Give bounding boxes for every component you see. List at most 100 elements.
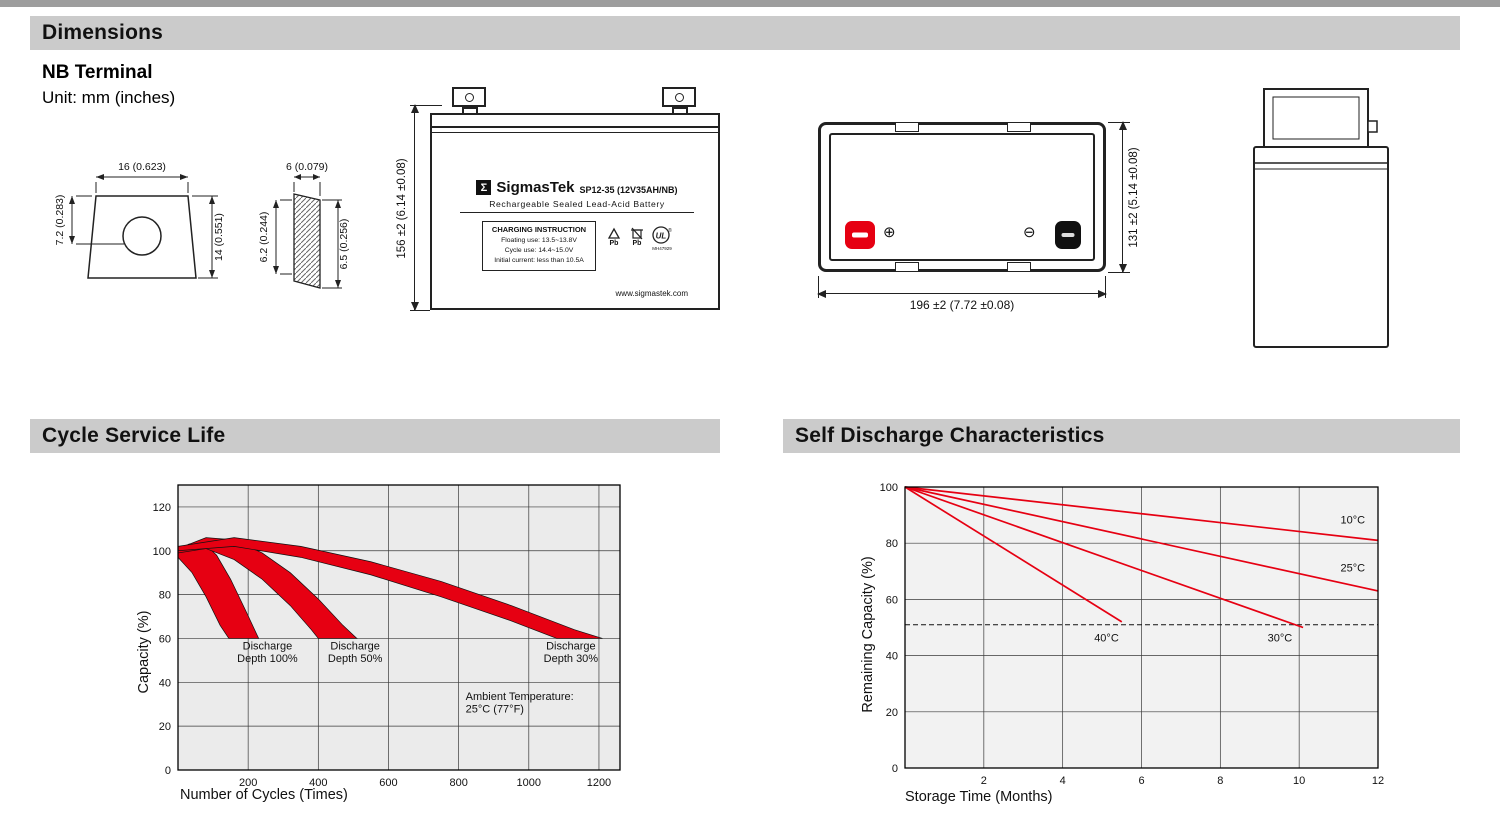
svg-text:10°C: 10°C: [1341, 515, 1366, 527]
svg-text:400: 400: [309, 777, 327, 789]
svg-text:200: 200: [239, 777, 257, 789]
svg-text:6: 6: [1138, 775, 1144, 787]
cycle-xaxis-label: Number of Cycles (Times): [180, 787, 348, 803]
extension-line: [1105, 276, 1106, 298]
extension-line: [410, 105, 442, 106]
case-notch: [1007, 262, 1031, 271]
case-notch: [1007, 123, 1031, 132]
svg-text:20: 20: [886, 707, 898, 719]
battery-lid-seam: [432, 126, 718, 133]
svg-text:100: 100: [153, 546, 171, 558]
extension-line: [1108, 122, 1130, 123]
svg-text:8: 8: [1217, 775, 1223, 787]
svg-text:600: 600: [379, 777, 397, 789]
charging-line-2: Cycle use: 14.4~15.0V: [504, 247, 574, 255]
battery-terminal-post: [452, 87, 488, 115]
cycle-life-title: Cycle Service Life: [42, 424, 226, 447]
dimensions-title: Dimensions: [42, 21, 164, 44]
terminal-slot: [1061, 233, 1075, 237]
negative-terminal: [1055, 221, 1081, 249]
terminal-side-right-dim: 6.5 (0.256): [338, 219, 350, 270]
cycle-yaxis-label: Capacity (%): [136, 610, 152, 694]
terminal-front-left-dim: 7.2 (0.283): [54, 195, 66, 246]
svg-text:12: 12: [1372, 775, 1384, 787]
svg-text:100: 100: [880, 482, 898, 494]
page-top-strip: [0, 0, 1500, 7]
svg-text:20: 20: [159, 721, 171, 733]
website-url: www.sigmastek.com: [615, 289, 688, 298]
charging-title: CHARGING INSTRUCTION: [491, 225, 587, 234]
extension-line: [410, 310, 430, 311]
battery-label: Σ SigmasTek SP12-35 (12V35AH/NB) Recharg…: [460, 179, 694, 271]
post-cap: [452, 87, 486, 107]
svg-text:800: 800: [449, 777, 467, 789]
charging-instruction-box: CHARGING INSTRUCTION Floating use: 13.5~…: [482, 221, 596, 271]
extension-line: [1108, 272, 1130, 273]
post-neck: [462, 107, 478, 115]
terminal-side-view: 6 (0.079) 6.2 (0.244) 6.5 (0.256): [258, 161, 350, 289]
pb-label-1: Pb: [609, 240, 619, 247]
section-header-cycle-life: Cycle Service Life: [30, 419, 720, 453]
cycle-service-life-chart: 200 400 600 800 1000 1200 0 20 40 60 80 100 120 Disch…: [153, 484, 621, 789]
terminal-side-width-dim: 6 (0.079): [286, 161, 328, 173]
top-view-outline: ⊕ ⊖: [818, 122, 1106, 272]
battery-side-view: [1253, 88, 1389, 348]
positive-terminal: [845, 221, 875, 249]
svg-text:60: 60: [886, 594, 898, 606]
svg-text:Ambient Temperature:25°C (77°F: Ambient Temperature: 25°C (77°F): [466, 691, 574, 716]
svg-text:80: 80: [159, 590, 171, 602]
post-cap: [662, 87, 696, 107]
terminal-side-shape: [293, 193, 321, 289]
charging-line-3: Initial current: less than 10.5A: [494, 257, 584, 265]
post-circle: [674, 92, 684, 102]
unit-note: Unit: mm (inches): [42, 88, 176, 107]
terminal-front-height-dim: 14 (0.551): [213, 213, 225, 261]
plus-symbol: ⊕: [883, 224, 896, 241]
battery-front-body: Σ SigmasTek SP12-35 (12V35AH/NB) Recharg…: [430, 113, 720, 310]
svg-text:60: 60: [159, 633, 171, 645]
sigma-logo: Σ: [476, 180, 492, 195]
self-discharge-title: Self Discharge Characteristics: [795, 424, 1105, 447]
top-view-inner-outline: [829, 133, 1095, 261]
terminal-front-view: 16 (0.623) 7.2 (0.283) 14 (0.551): [54, 161, 225, 279]
svg-text:25°C: 25°C: [1341, 562, 1366, 574]
svg-text:4: 4: [1060, 775, 1066, 787]
terminal-side-left-dim: 6.2 (0.244): [258, 212, 270, 263]
svg-text:1000: 1000: [517, 777, 541, 789]
brand-name: SigmasTek: [496, 179, 575, 196]
recycle-icon: [607, 227, 621, 239]
case-notch: [895, 123, 919, 132]
svg-text:40: 40: [886, 651, 898, 663]
ul-file-number: MH47929: [652, 246, 672, 251]
svg-text:0: 0: [892, 763, 898, 775]
battery-top-view: ⊕ ⊖: [818, 122, 1106, 272]
section-header-dimensions: Dimensions: [30, 16, 1460, 50]
front-height-dim-text: 156 ±2 (6.14 ±0.08): [396, 158, 408, 259]
svg-text:40: 40: [159, 677, 171, 689]
svg-text:40°C: 40°C: [1094, 633, 1119, 645]
minus-symbol: ⊖: [1023, 224, 1036, 241]
case-notch: [895, 262, 919, 271]
svg-text:1200: 1200: [587, 777, 611, 789]
svg-text:®: ®: [668, 227, 672, 234]
top-view-height-dim-text: 131 ±2 (5.14 ±0.08): [1128, 147, 1140, 248]
post-neck: [672, 107, 688, 115]
discharge-xaxis-label: Storage Time (Months): [905, 789, 1053, 805]
top-view-width-dim-text: 196 ±2 (7.72 ±0.08): [909, 298, 1015, 312]
model-number: SP12-35 (12V35AH/NB): [579, 185, 678, 195]
extension-line: [818, 276, 819, 298]
charging-line-1: Floating use: 13.5~13.8V: [501, 237, 577, 244]
svg-text:UL: UL: [656, 232, 667, 241]
self-discharge-chart: 2 4 6 8 10 12 0 20 40 60 80 100 10°C 25°C 30°C 40°C: [880, 482, 1384, 787]
svg-text:30°C: 30°C: [1268, 633, 1293, 645]
battery-front-view: Σ SigmasTek SP12-35 (12V35AH/NB) Recharg…: [430, 85, 722, 315]
top-view-height-dimline: [1118, 121, 1127, 273]
terminal-front-hole: [122, 216, 162, 256]
pb-label-2: Pb: [632, 240, 642, 247]
section-header-self-discharge: Self Discharge Characteristics: [783, 419, 1460, 453]
terminal-slot: [852, 232, 868, 238]
